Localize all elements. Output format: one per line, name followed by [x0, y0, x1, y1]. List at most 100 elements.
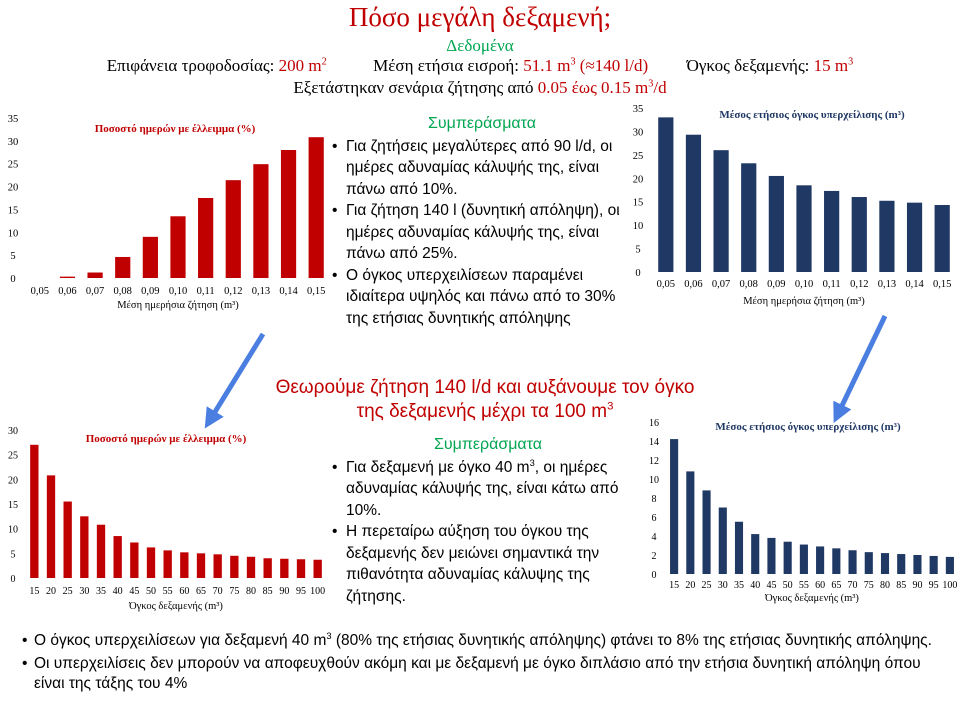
bar: [783, 541, 792, 574]
scenario-note-line-1: Θεωρούμε ζήτηση 140 l/d και αυξάνουμε το…: [275, 377, 695, 398]
summary-item: Οι υπερχειλίσεις δεν μπορούν να αποφευχθ…: [22, 654, 932, 694]
x-tick-label: 0,14: [905, 279, 924, 290]
inflow-value: 51.1 m3 (≈140 l/d): [523, 56, 649, 75]
conclusions-block-1: Συμπεράσματα Για ζητήσεις μεγαλύτερες απ…: [332, 113, 632, 329]
x-tick-label: 40: [750, 580, 760, 591]
data-header: Δεδομένα: [446, 36, 514, 55]
x-axis-label: Όγκος δεξαμενής (m³): [128, 601, 223, 612]
x-axis-label: Όγκος δεξαμενής (m³): [764, 593, 859, 604]
y-tick-label: 35: [8, 114, 19, 125]
x-tick-label: 50: [146, 586, 156, 597]
inflow-label: Μέση ετήσια εισροή:: [373, 56, 524, 75]
bar: [751, 534, 760, 574]
tank-value: 15 m3: [813, 56, 854, 75]
x-tick-label: 70: [848, 580, 858, 591]
bar: [163, 550, 172, 578]
y-tick-label: 10: [8, 228, 19, 239]
x-axis-label: Μέση ημερήσια ζήτηση (m³): [743, 296, 865, 307]
x-tick-label: 0,12: [224, 286, 242, 297]
y-tick-label: 30: [8, 426, 18, 437]
y-tick-label: 25: [633, 151, 644, 162]
bar: [115, 256, 131, 278]
y-tick-label: 20: [633, 174, 644, 185]
x-tick-label: 0,13: [252, 286, 270, 297]
x-tick-label: 0,09: [141, 286, 159, 297]
bar: [767, 537, 776, 574]
bar: [63, 501, 72, 578]
x-tick-label: 0,06: [58, 286, 76, 297]
bar: [832, 548, 841, 574]
bar: [880, 553, 890, 574]
x-tick-label: 90: [279, 586, 289, 597]
x-tick-label: 30: [79, 586, 89, 597]
x-tick-label: 65: [196, 586, 206, 597]
summary-bullets: Ο όγκος υπερχειλίσεων για δεξαμενή 40 m3…: [22, 631, 932, 697]
y-tick-label: 0: [10, 274, 15, 285]
area-value: 200 m2: [278, 56, 327, 75]
y-tick-label: 0: [635, 268, 640, 279]
x-tick-label: 85: [263, 586, 273, 597]
bar: [929, 555, 938, 574]
y-tick-label: 5: [11, 549, 16, 560]
x-tick-label: 25: [702, 580, 712, 591]
tank-label: Όγκος δεξαμενής:: [686, 56, 814, 75]
bar: [146, 547, 156, 578]
bar: [702, 490, 711, 574]
bar: [686, 471, 695, 574]
bar: [30, 444, 39, 578]
y-tick-label: 35: [633, 104, 644, 115]
bar: [113, 536, 122, 578]
x-tick-label: 90: [912, 580, 922, 591]
bar: [46, 475, 56, 578]
bar: [816, 546, 825, 574]
bar: [308, 137, 324, 278]
y-tick-label: 16: [649, 418, 659, 429]
x-tick-label: 0,15: [933, 279, 951, 290]
y-tick-label: 6: [652, 513, 657, 524]
x-tick-label: 80: [246, 586, 256, 597]
y-tick-label: 2: [652, 551, 657, 562]
x-tick-label: 25: [63, 586, 73, 597]
x-tick-label: 0,08: [740, 279, 758, 290]
y-tick-label: 25: [8, 451, 18, 462]
conclusions-title: Συμπεράσματα: [427, 115, 537, 132]
y-tick-label: 10: [633, 221, 644, 232]
x-tick-label: 100: [310, 586, 325, 597]
bar: [685, 134, 702, 272]
bar: [713, 150, 729, 272]
y-tick-label: 15: [8, 205, 19, 216]
chart-title: Ποσοστό ημερών με έλλειμμα (%): [86, 433, 247, 445]
scenario-note: Θεωρούμε ζήτηση 140 l/d και αυξάνουμε το…: [245, 376, 725, 424]
bar: [170, 216, 186, 278]
bar: [851, 197, 867, 272]
bar: [848, 550, 857, 574]
x-tick-label: 30: [718, 580, 728, 591]
y-tick-label: 20: [8, 183, 19, 194]
y-tick-label: 15: [8, 500, 18, 511]
x-tick-label: 0,05: [31, 286, 49, 297]
data-line-1: Επιφάνεια τροφοδοσίας: 200 m2 Μέση ετήσι…: [0, 56, 960, 76]
x-tick-label: 55: [799, 580, 809, 591]
y-tick-label: 5: [10, 251, 15, 262]
x-tick-label: 45: [766, 580, 776, 591]
bar: [824, 190, 840, 272]
chart-overflow-vs-volume: 0 2 4 6 8 10 12 14 16 15 20 25 30 35 40 45 50 55 60 65 70 75 8…: [649, 418, 957, 604]
x-tick-label: 95: [296, 586, 306, 597]
bar: [879, 200, 895, 272]
bar: [213, 554, 222, 578]
y-tick-label: 30: [8, 137, 19, 148]
bar: [718, 507, 727, 574]
y-tick-label: 12: [649, 456, 659, 467]
y-tick-label: 20: [8, 475, 18, 486]
bar: [225, 180, 241, 278]
bar: [87, 272, 103, 278]
conclusions-title: Συμπεράσματα: [433, 436, 543, 453]
bar: [658, 117, 674, 272]
bar: [741, 163, 757, 272]
conclusion-item: Η περεταίρω αύξηση του όγκου της δεξαμεν…: [332, 521, 644, 607]
y-tick-label: 10: [8, 525, 18, 536]
x-tick-label: 70: [213, 586, 223, 597]
chart-title: Ποσοστό ημερών με έλλειμμα (%): [95, 123, 256, 135]
x-tick-label: 75: [864, 580, 874, 591]
data-line-2: Εξετάστηκαν σενάρια ζήτησης από 0.05 έως…: [0, 78, 960, 98]
